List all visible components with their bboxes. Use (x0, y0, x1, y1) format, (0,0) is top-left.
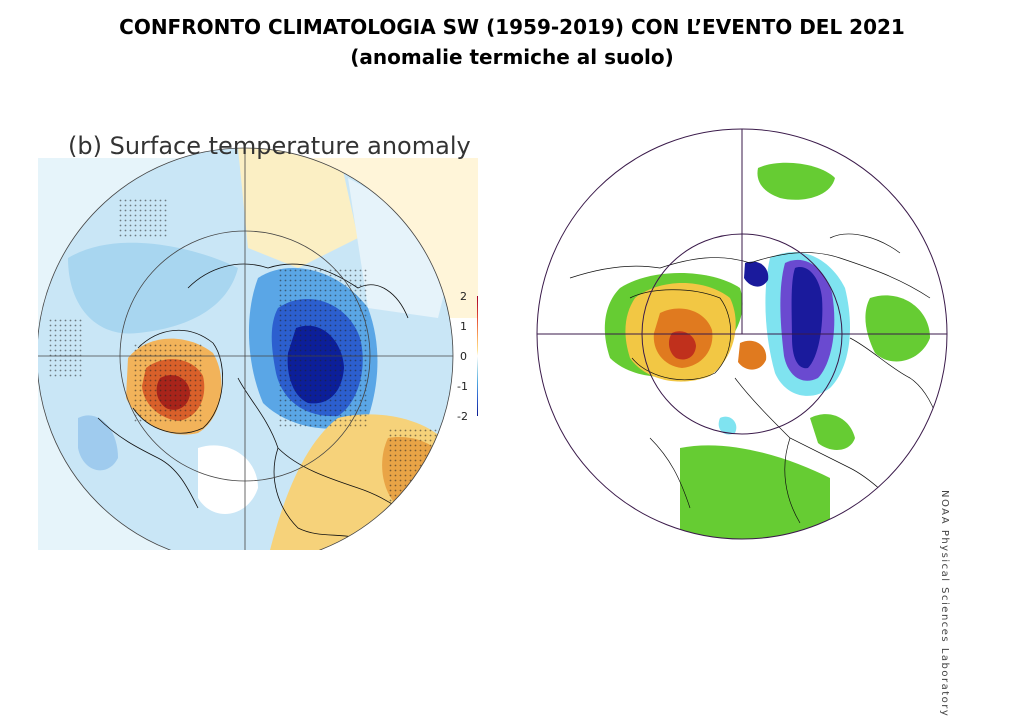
colorbar-tick-neg1: -1 (457, 380, 468, 393)
slide-title: CONFRONTO CLIMATOLOGIA SW (1959-2019) CO… (0, 12, 1024, 72)
event-2021-anomaly-map: NOAA Physical Sciences Laboratory (530, 118, 970, 717)
noaa-credit: NOAA Physical Sciences Laboratory (939, 490, 950, 717)
colorbar-tick-2: 2 (460, 290, 467, 303)
climatology-map-svg (38, 118, 478, 550)
colorbar-tick-0: 0 (460, 350, 467, 363)
left-map-label: (b) Surface temperature anomaly (68, 132, 471, 160)
colorbar-tick-neg2: -2 (457, 410, 468, 423)
event-map-svg (536, 128, 948, 540)
graticule (38, 147, 454, 550)
title-line-2: (anomalie termiche al suolo) (350, 45, 674, 69)
climatology-anomaly-map: (b) Surface temperature anomaly 2 1 0 -1… (38, 118, 478, 550)
graticule (536, 128, 948, 540)
green-anomaly-top (757, 162, 835, 200)
colorbar (477, 296, 478, 416)
title-line-1: CONFRONTO CLIMATOLOGIA SW (1959-2019) CO… (119, 15, 905, 39)
colorbar-tick-1: 1 (460, 320, 467, 333)
